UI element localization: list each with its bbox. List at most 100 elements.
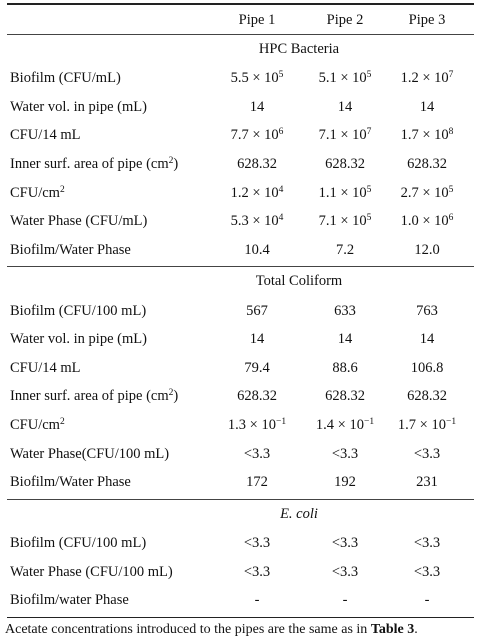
row-label: Water vol. in pipe (mL) <box>10 331 147 348</box>
pipe-3-value: 1.2 × 107 <box>400 70 454 87</box>
pipe-1-value: <3.3 <box>243 563 271 580</box>
pipe-1-value: 79.4 <box>244 359 270 376</box>
pipe-3-value: 1.7 × 108 <box>400 127 454 144</box>
pipe-1-value: <3.3 <box>243 535 271 551</box>
row-label: CFU/14 mL <box>10 127 81 144</box>
row-label: Biofilm (CFU/mL) <box>10 70 121 87</box>
pipe-3-value: 628.32 <box>407 388 447 405</box>
pipe-1-value: - <box>254 592 260 609</box>
pipe-3-value: <3.3 <box>413 563 441 580</box>
row-label: Inner surf. area of pipe (cm2) <box>10 388 179 405</box>
table-row: Biofilm (CFU/mL) 5.5 × 105 5.1 × 105 1.2 × … <box>7 64 474 93</box>
pipe-3-value: 1.7 × 10−1 <box>397 417 457 433</box>
section-heading-row: Total Coliform <box>7 267 474 296</box>
section-title: HPC Bacteria <box>258 41 340 57</box>
table-row: Inner surf. area of pipe (cm2) 628.32 628.… <box>7 150 474 179</box>
pipe-2-value: - <box>342 592 348 609</box>
table-row: Biofilm/Water Phase 10.4 7.2 12.0 <box>7 236 474 265</box>
header-row: Pipe 1 Pipe 2 Pipe 3 <box>7 6 474 35</box>
row-label: Water Phase (CFU/mL) <box>10 213 148 230</box>
table-row: CFU/cm2 1.3 × 10−1 1.4 × 10−1 1.7 × 10−1 <box>7 411 474 440</box>
section-heading-row: E. coli <box>7 500 474 529</box>
table-row: Water vol. in pipe (mL) 14 14 14 <box>7 325 474 354</box>
table-row: CFU/cm2 1.2 × 104 1.1 × 105 2.7 × 105 <box>7 179 474 208</box>
pipe-2-value: <3.3 <box>331 445 359 462</box>
table-row: CFU/14 mL 79.4 88.6 106.8 <box>7 354 474 383</box>
pipe-2-value: <3.3 <box>331 535 359 551</box>
table-row: Biofilm/Water Phase 172 192 231 <box>7 468 474 497</box>
pipe-1-value: 14 <box>249 331 265 348</box>
pipe-2-value: 14 <box>337 331 353 348</box>
pipe-2-value: 14 <box>337 98 353 115</box>
pipe-3-value: 12.0 <box>414 241 440 258</box>
pipe-3-value: 628.32 <box>407 156 447 172</box>
pipe-1-value: 5.5 × 105 <box>230 70 284 87</box>
pipe-3-value: 14 <box>419 331 435 348</box>
pipe-1-value: 1.3 × 10−1 <box>227 417 287 433</box>
footnote-table-ref: Table 3 <box>370 622 415 637</box>
section-rule <box>7 266 474 268</box>
row-label: CFU/cm2 <box>10 184 65 201</box>
section-title: Total Coliform <box>255 273 343 290</box>
table-row: Water Phase (CFU/100 mL) <3.3 <3.3 <3.3 <box>7 558 474 587</box>
pipe-2-value: 1.4 × 10−1 <box>315 417 375 433</box>
row-label: Inner surf. area of pipe (cm2) <box>10 156 179 172</box>
pipe-1-value: 628.32 <box>237 156 277 172</box>
header-pipe-3: Pipe 3 <box>408 12 446 28</box>
pipe-1-value: 172 <box>246 474 268 491</box>
table-row: Water Phase (CFU/mL) 5.3 × 104 7.1 × 105 1.… <box>7 207 474 236</box>
pipe-3-value: 231 <box>416 474 438 491</box>
row-label: Biofilm/Water Phase <box>10 474 131 491</box>
pipe-3-value: <3.3 <box>413 445 441 462</box>
pipe-3-value: 106.8 <box>410 359 444 376</box>
pipe-3-value: <3.3 <box>413 535 441 551</box>
pipe-2-value: 88.6 <box>332 359 358 376</box>
pipe-1-value: 567 <box>246 302 268 319</box>
pipe-3-value: 763 <box>416 302 438 319</box>
bottom-rule <box>7 616 474 619</box>
pipe-1-value: 10.4 <box>244 241 270 258</box>
footnote: Acetate concentrations introduced to the… <box>5 622 418 637</box>
pipe-2-value: 1.1 × 105 <box>318 184 372 201</box>
pipe-3-value: 1.0 × 106 <box>400 213 454 230</box>
table-row: Biofilm (CFU/100 mL) <3.3 <3.3 <3.3 <box>7 529 474 558</box>
row-label: Water vol. in pipe (mL) <box>10 98 147 115</box>
pipe-1-value: 14 <box>249 98 265 115</box>
row-label: Biofilm (CFU/100 mL) <box>10 535 147 551</box>
row-label: Biofilm (CFU/100 mL) <box>10 302 147 319</box>
table-row: Water Phase(CFU/100 mL) <3.3 <3.3 <3.3 <box>7 440 474 469</box>
table-row: Biofilm (CFU/100 mL) 567 633 763 <box>7 297 474 326</box>
section-rule <box>7 498 474 500</box>
pipe-1-value: 628.32 <box>237 388 277 405</box>
row-label: Water Phase (CFU/100 mL) <box>10 563 173 580</box>
pipe-2-value: 7.1 × 105 <box>318 213 372 230</box>
pipe-2-value: 628.32 <box>325 388 365 405</box>
table-row: CFU/14 mL 7.7 × 106 7.1 × 107 1.7 × 108 <box>7 121 474 150</box>
pipe-1-value: <3.3 <box>243 445 271 462</box>
row-label: Biofilm/Water Phase <box>10 241 131 258</box>
section-heading-row: HPC Bacteria <box>7 35 474 64</box>
section-title: E. coli <box>280 505 318 522</box>
section-rule <box>7 34 474 35</box>
pipe-2-value: 192 <box>334 474 356 491</box>
table-row: Water vol. in pipe (mL) 14 14 14 <box>7 93 474 122</box>
pipe-2-value: 7.2 <box>335 241 355 258</box>
table-row: Biofilm/water Phase - - - <box>7 586 474 615</box>
row-label: Biofilm/water Phase <box>10 592 129 609</box>
pipe-1-value: 5.3 × 104 <box>230 213 284 230</box>
pipe-1-value: 7.7 × 106 <box>230 127 284 144</box>
pipe-3-value: 14 <box>419 98 435 115</box>
header-pipe-2: Pipe 2 <box>326 12 364 28</box>
pipe-3-value: 2.7 × 105 <box>400 184 454 201</box>
pipe-2-value: 5.1 × 105 <box>318 70 372 87</box>
pipe-2-value: 628.32 <box>325 156 365 172</box>
top-rule <box>7 3 474 5</box>
pipe-2-value: <3.3 <box>331 563 359 580</box>
table-row: Inner surf. area of pipe (cm2) 628.32 628.… <box>7 382 474 411</box>
row-label: CFU/14 mL <box>10 359 81 376</box>
pipe-2-value: 7.1 × 107 <box>318 127 372 144</box>
pipe-2-value: 633 <box>334 302 356 319</box>
row-label: CFU/cm2 <box>10 417 65 433</box>
row-label: Water Phase(CFU/100 mL) <box>10 445 170 462</box>
header-pipe-1: Pipe 1 <box>238 12 276 28</box>
